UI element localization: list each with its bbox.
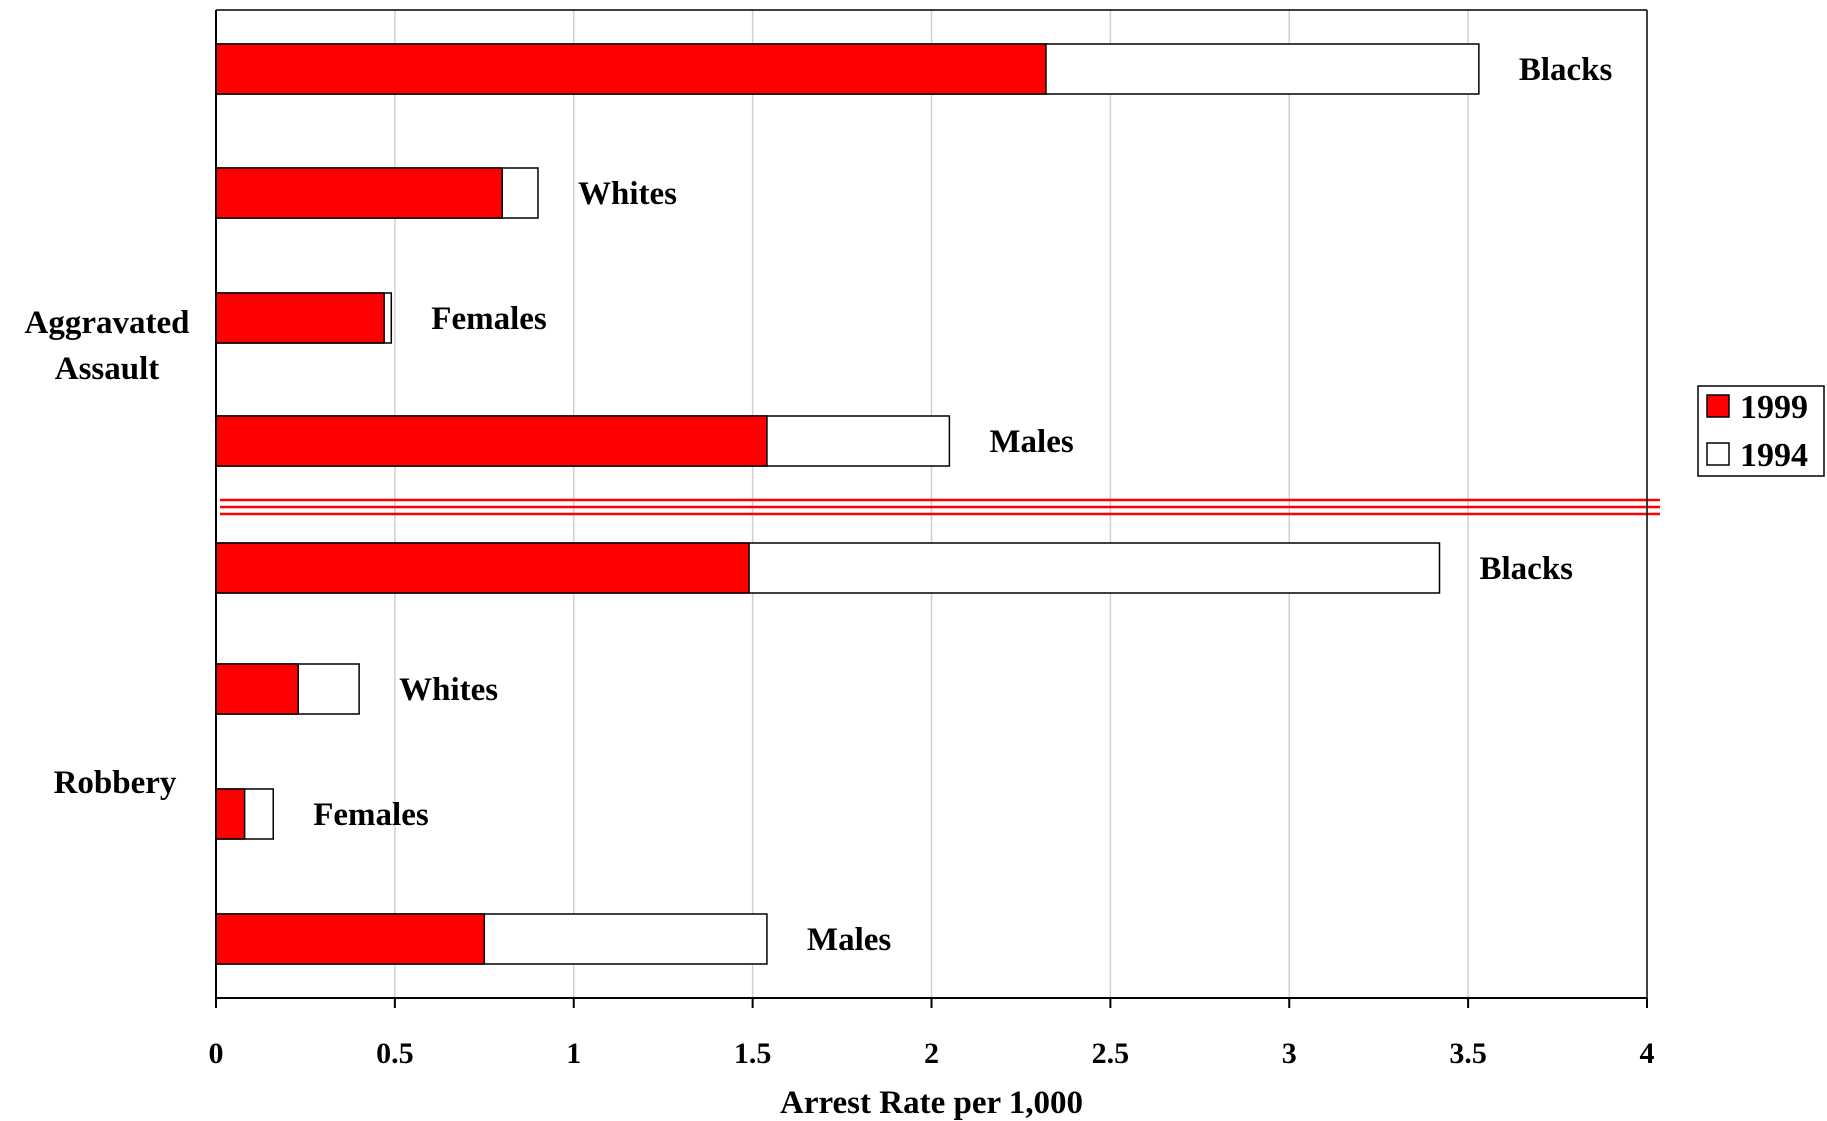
category-label: Whites [399,672,498,708]
bar-1999 [215,292,385,344]
plot-frame [215,9,1660,1008]
legend: 1999 1994 [1697,385,1825,477]
category-label: Females [431,301,547,337]
x-tick-label: 0 [209,1037,224,1070]
x-tick-label: 1 [566,1037,581,1070]
bars [215,43,1480,965]
bar-1999 [215,167,503,219]
group-label: Robbery [54,765,177,801]
x-axis-title: Arrest Rate per 1,000 [780,1085,1083,1121]
bar-1999 [215,913,486,965]
x-tick-label: 2 [924,1037,939,1070]
category-label: Males [807,922,891,958]
category-label: Females [313,797,429,833]
category-label: Males [989,424,1073,460]
legend-swatch [1706,394,1730,418]
gridlines [394,10,1469,998]
bar-1999 [215,542,750,594]
x-tick-label: 0.5 [376,1037,414,1070]
category-label: Blacks [1480,551,1574,587]
legend-label: 1999 [1740,389,1808,426]
category-label: Blacks [1519,52,1613,88]
group-label: Aggravated [25,305,190,341]
bar-1999 [215,788,246,840]
x-tick-label: 1.5 [734,1037,772,1070]
bar-1999 [215,415,768,467]
x-tick-label: 2.5 [1092,1037,1130,1070]
legend-swatch [1706,442,1730,466]
bar-1999 [215,663,300,715]
bar-1999 [215,43,1047,95]
x-tick-label: 4 [1640,1037,1655,1070]
labels: Blacks Whites Females Males Blacks Whites Fema… [25,52,1655,1121]
x-tick-label: 3 [1282,1037,1297,1070]
x-tick-label: 3.5 [1449,1037,1487,1070]
group-label: Assault [55,351,160,387]
category-label: Whites [578,176,677,212]
legend-label: 1994 [1740,437,1808,474]
